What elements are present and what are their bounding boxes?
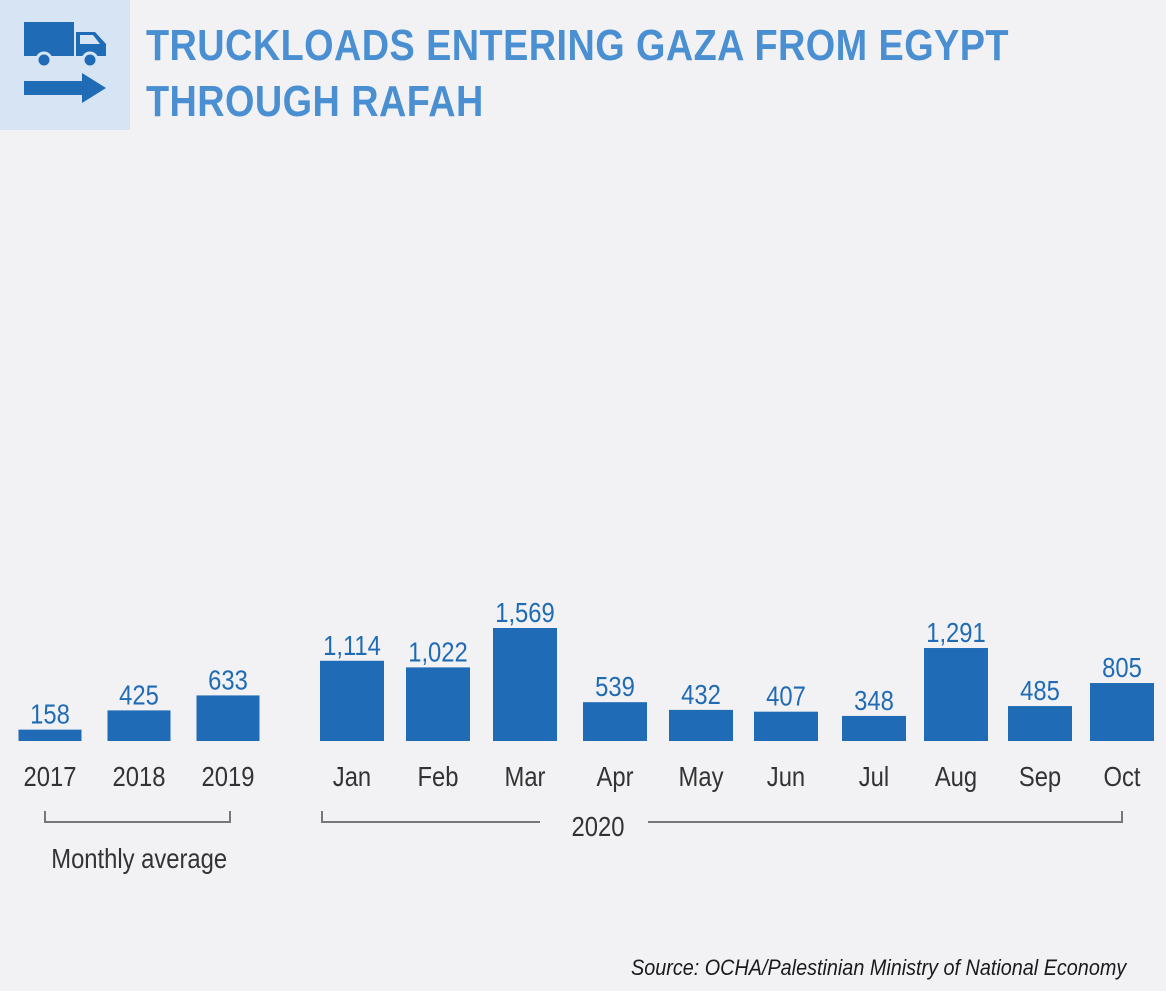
bar-2018 [107, 710, 171, 741]
category-label-jun: Jun [767, 760, 805, 792]
category-label-jul: Jul [859, 760, 889, 792]
bracket-monthly-average [44, 811, 231, 823]
bar-aug [924, 648, 988, 741]
bar-feb [406, 667, 470, 741]
value-label-2018: 425 [119, 679, 159, 711]
value-label-oct: 805 [1102, 651, 1142, 683]
value-label-apr: 539 [595, 670, 635, 702]
value-label-feb: 1,022 [408, 636, 468, 668]
value-label-sep: 485 [1020, 674, 1060, 706]
bar-mar [493, 628, 557, 741]
header-icon-box [0, 0, 130, 130]
group-label-monthly-average: Monthly average [51, 842, 227, 874]
category-label-mar: Mar [505, 760, 546, 792]
category-label-sep: Sep [1019, 760, 1061, 792]
bar-jan [320, 660, 384, 741]
source-note: Source: OCHA/Palestinian Ministry of Nat… [630, 955, 1126, 980]
bar-2019 [196, 695, 260, 741]
bar-sep [1008, 706, 1072, 741]
category-label-jan: Jan [333, 760, 371, 792]
bracket-2020-left [321, 811, 540, 823]
bracket-2020-right [648, 811, 1123, 823]
category-label-may: May [679, 760, 724, 792]
category-label-aug: Aug [935, 760, 977, 792]
value-label-jun: 407 [766, 680, 806, 712]
value-label-mar: 1,569 [495, 596, 555, 628]
category-label-feb: Feb [418, 760, 459, 792]
category-label-2017: 2017 [24, 760, 77, 792]
page-title: TRUCKLOADS ENTERING GAZA FROM EGYPT THRO… [146, 18, 1009, 130]
category-label-apr: Apr [596, 760, 633, 792]
bar-jul [842, 715, 906, 741]
bar-may [669, 709, 733, 741]
bar-oct [1090, 683, 1154, 741]
bar-jun [754, 711, 818, 741]
category-label-2018: 2018 [113, 760, 166, 792]
value-label-may: 432 [681, 678, 721, 710]
category-label-oct: Oct [1103, 760, 1141, 792]
value-label-aug: 1,291 [926, 616, 986, 648]
bar-apr [583, 702, 647, 741]
bar-2017 [18, 729, 82, 741]
category-label-2019: 2019 [202, 760, 255, 792]
group-label-2020: 2020 [572, 810, 625, 842]
truck-arrow-icon [24, 22, 106, 103]
value-label-jul: 348 [854, 684, 894, 716]
title-line-1: TRUCKLOADS ENTERING GAZA FROM EGYPT [146, 21, 1009, 70]
value-label-jan: 1,114 [323, 629, 381, 661]
value-label-2019: 633 [208, 664, 248, 696]
value-label-2017: 158 [30, 698, 70, 730]
title-line-2: THROUGH RAFAH [146, 77, 484, 126]
